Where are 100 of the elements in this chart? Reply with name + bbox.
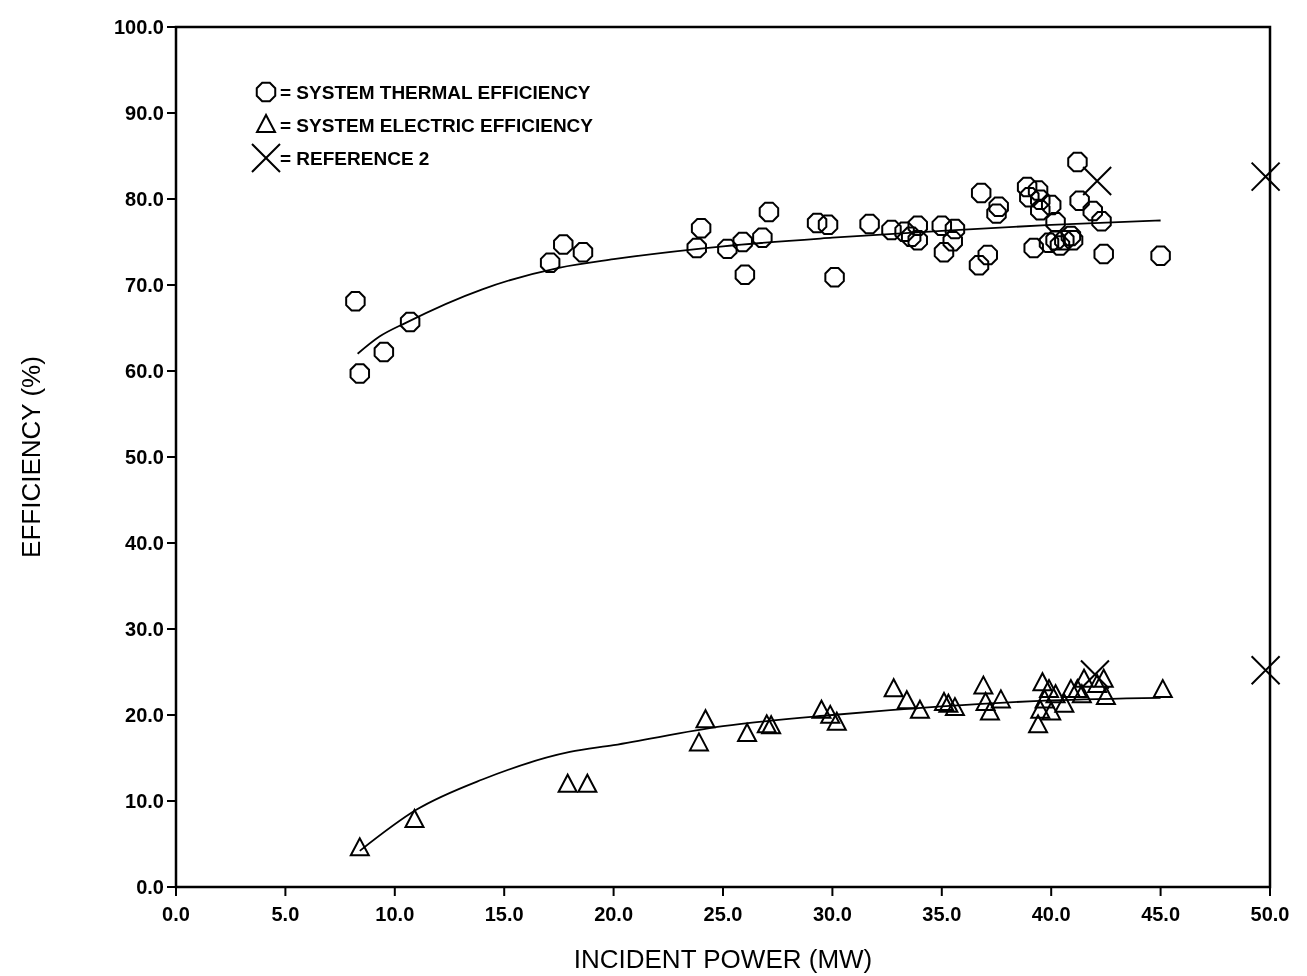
point: [1087, 673, 1108, 693]
point: [1067, 679, 1088, 699]
point: [404, 808, 425, 828]
point: [1045, 684, 1066, 704]
x-tick-label: 10.0: [375, 903, 415, 925]
point: [688, 732, 709, 752]
point: [896, 690, 917, 710]
point: [990, 689, 1011, 709]
point: [970, 182, 992, 204]
y-tick-label: 50.0: [125, 446, 164, 468]
point: [933, 242, 955, 263]
point: [1091, 211, 1112, 232]
point: [944, 218, 966, 240]
point: [1095, 685, 1116, 705]
point: [1016, 176, 1038, 198]
point: [373, 341, 395, 363]
y-tick-label: 80.0: [125, 188, 164, 210]
point: [811, 699, 832, 719]
point: [761, 715, 782, 735]
point: [577, 773, 598, 793]
point: [557, 773, 578, 793]
point: [824, 267, 845, 288]
point: [1054, 230, 1075, 251]
point: [1028, 714, 1049, 734]
x-tick-label: 15.0: [484, 903, 524, 925]
point: [907, 215, 928, 236]
point: [931, 215, 953, 236]
point: [1062, 230, 1084, 251]
point: [695, 709, 716, 729]
point: [859, 213, 880, 235]
point: [690, 218, 712, 239]
y-tick-label: 90.0: [125, 102, 164, 124]
point: [826, 711, 847, 731]
x-tick-label: 20.0: [594, 903, 634, 925]
y-tick-label: 60.0: [125, 360, 164, 382]
point: [933, 691, 954, 711]
point: [717, 238, 738, 260]
point: [572, 242, 594, 263]
point: [756, 714, 777, 734]
point: [1082, 165, 1113, 196]
x-tick-label: 35.0: [922, 903, 962, 925]
point: [942, 230, 963, 252]
point: [1250, 655, 1281, 686]
point: [1030, 189, 1051, 211]
y-tick-label: 20.0: [125, 704, 164, 726]
point: [900, 226, 922, 248]
x-tick-label: 50.0: [1250, 903, 1290, 925]
point: [1150, 245, 1171, 266]
point: [1045, 230, 1066, 251]
point: [1069, 190, 1090, 211]
point: [1060, 225, 1082, 247]
y-tick-label: 100.0: [113, 16, 164, 38]
point: [988, 196, 1009, 217]
x-tick-label: 40.0: [1031, 903, 1071, 925]
legend-label: = SYSTEM ELECTRIC EFFICIENCY: [280, 115, 594, 136]
point: [345, 291, 366, 312]
point: [1034, 689, 1055, 709]
point: [734, 264, 756, 285]
point: [883, 678, 904, 698]
point: [820, 704, 841, 724]
legend-label: = SYSTEM THERMAL EFFICIENCY: [280, 82, 591, 103]
point: [806, 212, 828, 234]
x-tick-label: 0.0: [162, 903, 190, 925]
point: [944, 697, 965, 717]
point: [1152, 679, 1173, 699]
point: [1049, 235, 1071, 256]
x-tick-label: 5.0: [271, 903, 300, 925]
point: [881, 219, 902, 241]
point: [973, 675, 994, 695]
point: [1027, 180, 1049, 201]
point: [817, 214, 839, 236]
point: [1040, 194, 1062, 216]
point: [399, 311, 421, 333]
point: [1019, 187, 1040, 208]
point: [909, 699, 930, 719]
x-tick-label: 25.0: [703, 903, 743, 925]
point: [1250, 161, 1281, 192]
point: [1032, 672, 1053, 692]
point: [907, 230, 928, 251]
point: [553, 234, 574, 255]
point: [539, 252, 561, 273]
y-tick-label: 0.0: [136, 876, 164, 898]
point: [732, 231, 753, 253]
y-axis-title: EFFICIENCY (%): [16, 356, 46, 558]
point: [1060, 679, 1081, 699]
x-axis-title: INCIDENT POWER (MW): [573, 944, 873, 974]
point: [737, 722, 758, 742]
point: [1030, 199, 1051, 221]
point: [1045, 211, 1066, 233]
point: [758, 201, 780, 223]
legend-label: = REFERENCE 2: [280, 148, 430, 169]
point: [968, 254, 990, 276]
point: [975, 691, 996, 711]
point: [938, 693, 959, 713]
y-tick-label: 40.0: [125, 532, 164, 554]
point: [894, 221, 915, 242]
point: [1041, 701, 1062, 721]
point: [1082, 200, 1104, 222]
point: [1054, 693, 1075, 713]
y-tick-label: 70.0: [125, 274, 164, 296]
